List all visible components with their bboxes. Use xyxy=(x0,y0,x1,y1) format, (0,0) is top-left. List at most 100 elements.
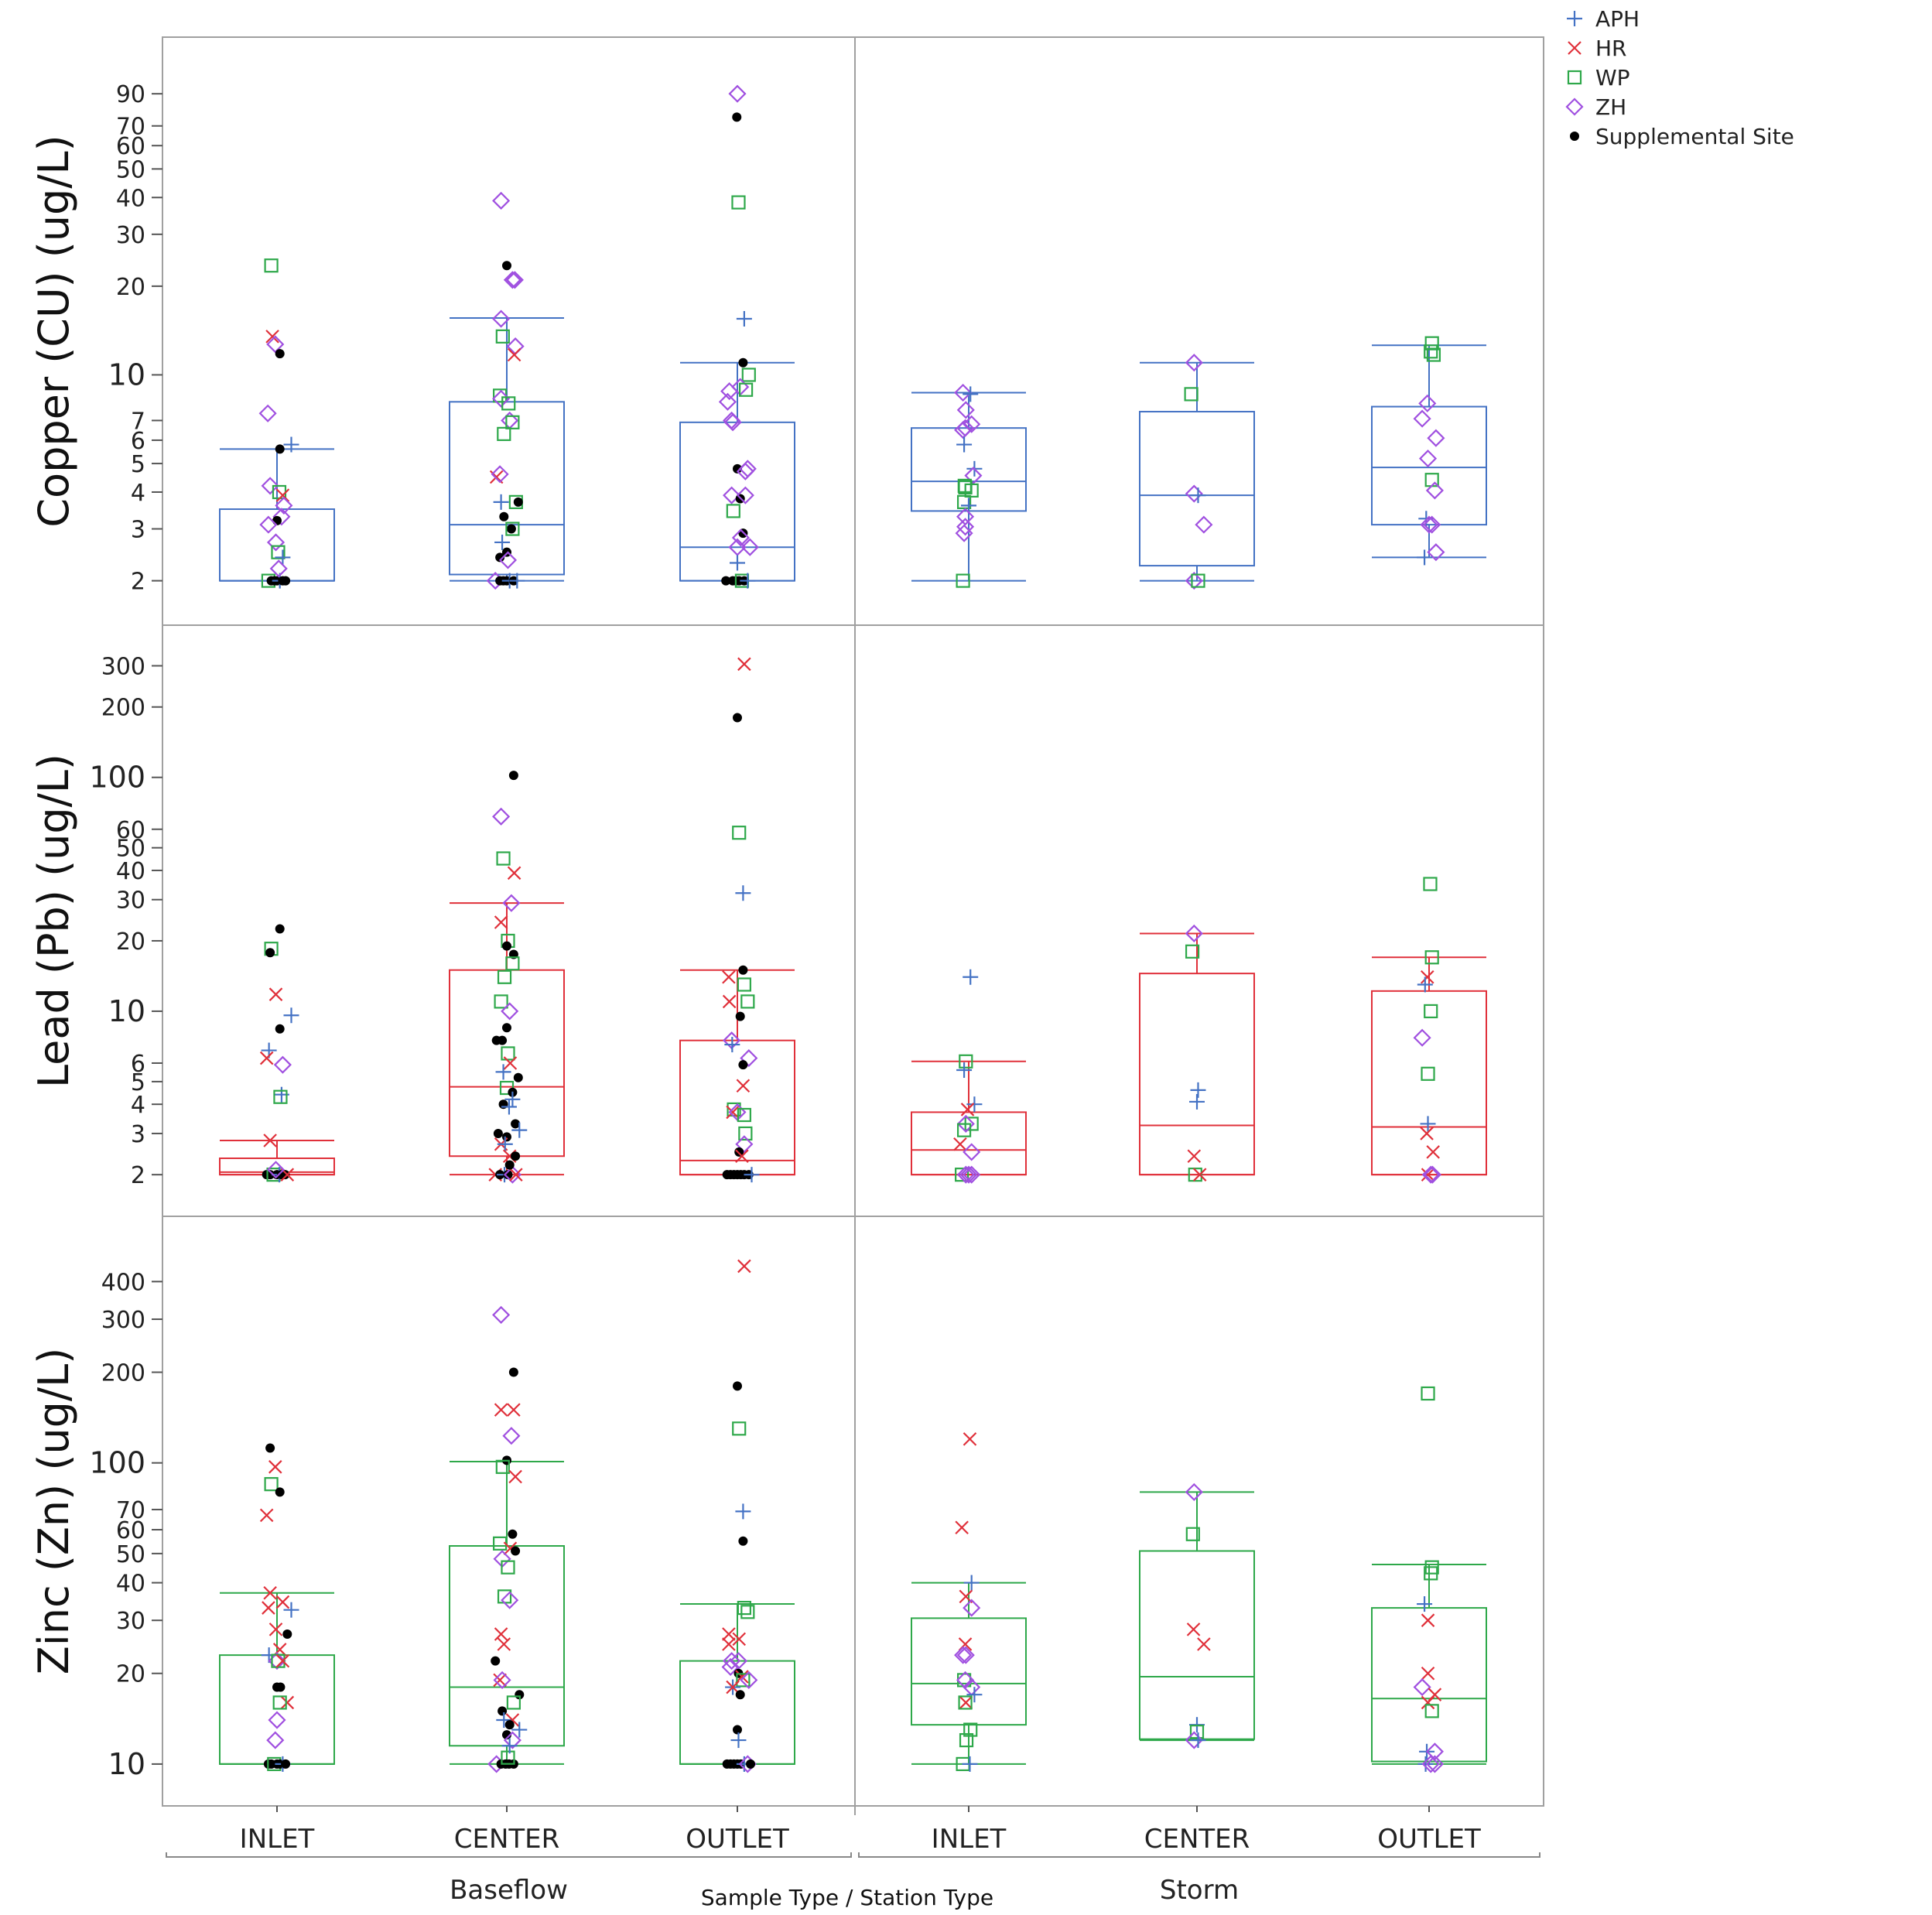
data-point xyxy=(738,357,748,368)
y-tick-label: 2 xyxy=(131,569,145,596)
data-point xyxy=(496,851,511,866)
data-point xyxy=(266,1161,286,1179)
data-point xyxy=(722,1627,736,1641)
data-point xyxy=(492,1305,511,1324)
data-point xyxy=(963,1143,981,1161)
data-point xyxy=(507,1403,521,1417)
data-point xyxy=(746,1759,756,1769)
data-point xyxy=(261,477,279,495)
data-point xyxy=(738,1126,753,1141)
data-point xyxy=(738,965,748,975)
y-axis-title: Copper (CU) (ug/L) xyxy=(29,135,78,527)
box-2 xyxy=(449,316,565,582)
data-point xyxy=(735,885,751,901)
data-point xyxy=(731,195,746,210)
box-iqr xyxy=(1139,1550,1255,1740)
y-tick-label: 5 xyxy=(131,451,145,478)
data-point xyxy=(266,1731,285,1749)
data-point xyxy=(956,1165,975,1184)
y-tick-label: 7 xyxy=(131,408,145,435)
data-point xyxy=(280,1695,295,1710)
y-tick-label: 6 xyxy=(131,428,145,455)
x-tick-label: INLET xyxy=(240,1824,315,1855)
data-point xyxy=(1190,1732,1206,1749)
data-point xyxy=(736,1079,751,1093)
points xyxy=(259,1259,1444,1773)
x-tick-label: OUTLET xyxy=(1377,1824,1481,1855)
data-point xyxy=(729,1652,748,1670)
data-point xyxy=(1427,429,1445,447)
data-point xyxy=(732,112,742,122)
box-iqr xyxy=(1139,411,1255,567)
data-point xyxy=(954,383,973,402)
data-point xyxy=(498,1035,508,1045)
box-iqr xyxy=(1371,1607,1487,1763)
panels: Copper (CU) (ug/L)2345671020304050607090… xyxy=(29,36,1544,1807)
data-point xyxy=(1420,1116,1436,1132)
data-point xyxy=(501,1750,515,1765)
box-1 xyxy=(219,1140,335,1176)
data-point xyxy=(735,1135,754,1154)
data-point xyxy=(736,462,754,480)
data-point xyxy=(493,494,509,510)
data-point xyxy=(1421,1666,1435,1681)
data-point xyxy=(956,518,975,536)
box-iqr xyxy=(911,1111,1027,1176)
data-point xyxy=(1424,336,1439,351)
data-point xyxy=(262,1601,275,1615)
data-point xyxy=(740,538,759,556)
data-point xyxy=(506,1695,521,1710)
data-point xyxy=(494,534,511,550)
data-point xyxy=(966,1096,983,1113)
data-point xyxy=(1421,1066,1435,1081)
group-bracket xyxy=(166,1852,852,1858)
y-axis-title: Lead (Pb) (ug/L) xyxy=(29,754,78,1088)
box-5 xyxy=(1139,1491,1255,1742)
data-point xyxy=(740,1605,755,1619)
data-point xyxy=(1421,1613,1435,1627)
y-tick-label: 50 xyxy=(116,156,145,183)
data-point xyxy=(283,436,299,453)
data-point xyxy=(511,1722,528,1738)
y-tick-label: 2 xyxy=(131,1162,145,1189)
data-point xyxy=(501,1046,515,1061)
data-point xyxy=(956,573,970,588)
data-point xyxy=(959,1695,973,1710)
box-iqr xyxy=(449,1545,565,1747)
x-axis: INLET CENTER OUTLET INLET CENTER OUTLET Basefl… xyxy=(166,1806,1540,1910)
data-point xyxy=(501,1738,518,1754)
y-tick-label: 70 xyxy=(116,1497,145,1524)
data-point xyxy=(954,1646,973,1664)
legend-item: HR xyxy=(1568,36,1627,61)
data-point xyxy=(720,382,739,401)
y-tick-label: 3 xyxy=(131,1121,145,1148)
data-point xyxy=(501,1591,519,1609)
box-iqr xyxy=(911,1617,1027,1726)
data-point xyxy=(502,1023,511,1033)
y-tick-label: 200 xyxy=(101,695,145,722)
data-point xyxy=(280,1170,290,1180)
data-point xyxy=(501,1099,517,1115)
data-point xyxy=(499,511,509,521)
box-5 xyxy=(1139,932,1255,1176)
data-point xyxy=(959,1732,974,1748)
data-point xyxy=(1413,1028,1431,1047)
legend-label: ZH xyxy=(1595,94,1626,120)
box-iqr xyxy=(1139,973,1255,1176)
legend-label: WP xyxy=(1595,65,1630,91)
data-point xyxy=(492,309,511,328)
legend-label: APH xyxy=(1595,6,1640,32)
data-point xyxy=(273,1055,292,1074)
data-point xyxy=(732,826,747,840)
data-point xyxy=(495,1459,510,1474)
data-point xyxy=(1417,976,1433,993)
data-point xyxy=(721,576,731,586)
data-point xyxy=(264,1477,279,1492)
x-tick-label: CENTER xyxy=(1144,1824,1250,1855)
box-1 xyxy=(219,1592,335,1765)
data-point xyxy=(723,1652,741,1670)
data-point xyxy=(511,1546,521,1556)
data-point xyxy=(268,987,283,1001)
data-point xyxy=(501,411,519,430)
